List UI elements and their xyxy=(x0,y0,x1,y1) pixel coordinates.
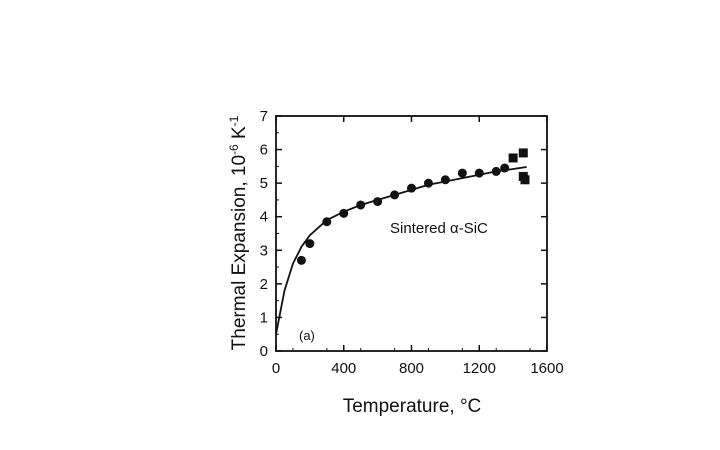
y-tick-label: 3 xyxy=(260,242,268,259)
annotation-label: Sintered α-SiC xyxy=(390,220,488,237)
x-axis-title: Temperature, °C xyxy=(343,396,482,417)
data-point-circle xyxy=(423,178,433,188)
data-point-circle xyxy=(457,168,467,178)
y-tick-label: 2 xyxy=(260,276,268,293)
data-point-circle xyxy=(373,197,383,207)
data-point-square xyxy=(520,175,530,185)
y-tick-label: 5 xyxy=(260,175,268,192)
y-axis-title-exp1: -6 xyxy=(227,144,241,155)
y-tick-label: 0 xyxy=(260,343,268,360)
y-axis-title-exp2: -1 xyxy=(227,115,241,126)
tick-labels: 0 400 800 1200 1600 0 1 2 3 4 5 6 7 xyxy=(260,108,564,377)
data-point-circle xyxy=(500,163,510,173)
y-tick-label: 6 xyxy=(260,142,268,159)
data-point-square xyxy=(518,148,528,158)
axis-ticks xyxy=(275,115,548,352)
data-point-circle xyxy=(356,200,366,210)
data-point-square xyxy=(508,153,518,163)
y-tick-label: 7 xyxy=(260,108,268,125)
y-tick-label: 4 xyxy=(260,209,268,226)
data-points-layer xyxy=(296,148,530,265)
y-axis-title-main: Thermal Expansion, 10 xyxy=(229,155,250,350)
data-point-circle xyxy=(474,168,484,178)
data-point-circle xyxy=(390,190,400,200)
y-tick-label: 1 xyxy=(260,309,268,326)
panel-label: (a) xyxy=(299,328,315,343)
y-axis-title: Thermal Expansion, 10-6 K-1 xyxy=(227,115,250,350)
data-point-circle xyxy=(339,208,349,218)
x-tick-label: 0 xyxy=(272,360,280,377)
fit-curve xyxy=(275,166,527,335)
data-point-circle xyxy=(491,166,501,176)
x-tick-label: 400 xyxy=(331,360,356,377)
x-tick-label: 1600 xyxy=(530,360,563,377)
data-point-circle xyxy=(407,183,416,193)
y-axis-title-unit: K xyxy=(229,126,250,144)
x-tick-label: 800 xyxy=(399,360,424,377)
x-tick-label: 1200 xyxy=(463,360,496,377)
data-point-circle xyxy=(322,217,332,227)
data-point-circle xyxy=(305,239,315,249)
data-point-circle xyxy=(440,175,450,185)
data-point-circle xyxy=(296,255,306,265)
fit-curve-layer xyxy=(275,166,527,335)
